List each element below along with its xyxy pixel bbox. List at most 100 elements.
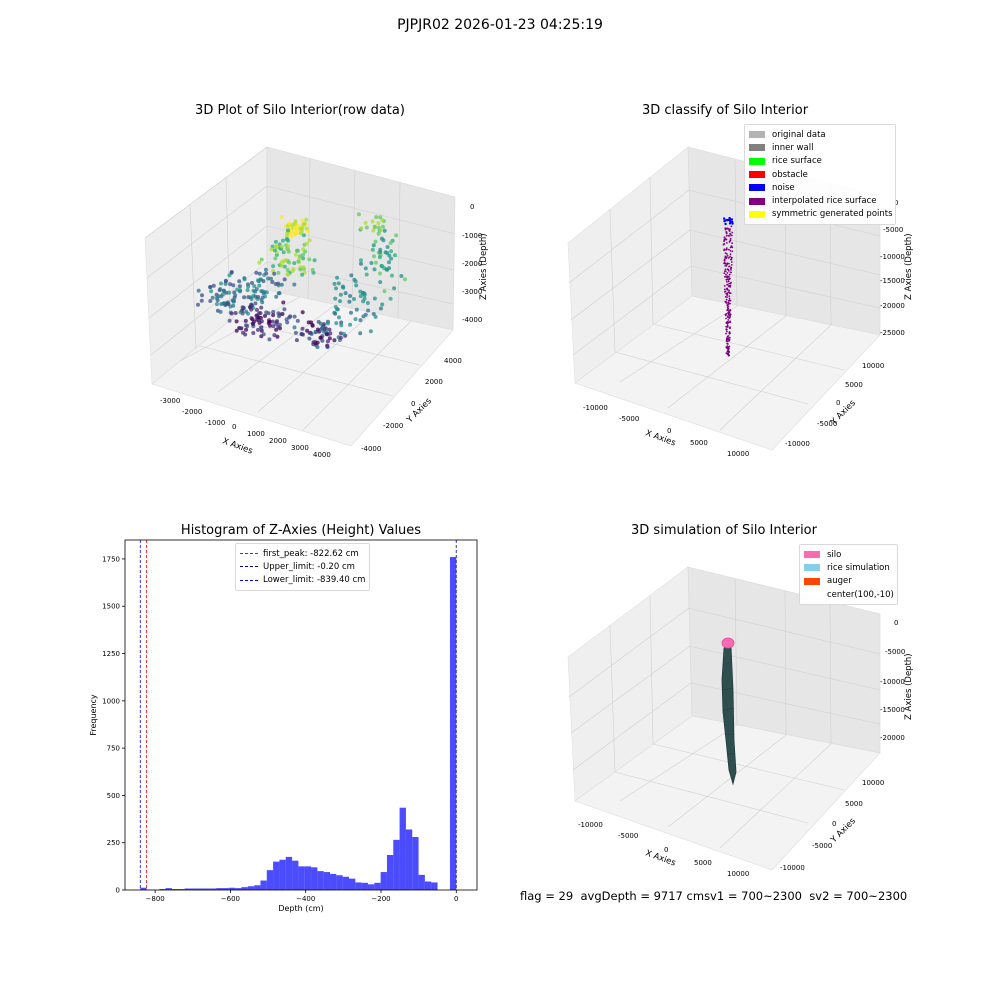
scatter-point [373,314,378,319]
classified-point [728,297,731,300]
classified-point [725,253,728,255]
scatter-point [250,303,254,308]
classified-point [727,326,729,328]
classified-point [726,328,728,331]
scatter-point [393,253,397,258]
scatter-point [269,276,273,281]
classified-point [728,282,730,285]
scatter-point [394,233,399,238]
scatter-point [389,256,394,261]
histogram-bar [349,878,356,890]
plot1-title: 3D Plot of Silo Interior(row data) [195,103,405,118]
scatter-point [232,295,237,300]
scatter-point [209,289,214,294]
classified-point [725,273,727,276]
classified-point [726,322,729,325]
classified-point [726,309,729,312]
legend-label: rice surface [772,156,822,167]
scatter-point [348,322,353,327]
scatter-point [238,310,243,315]
scatter-point [287,221,292,226]
histogram-bar [399,807,406,890]
scatter-point [311,340,316,345]
scatter-point [294,338,299,343]
legend-item: first_peak: -822.62 cm [240,547,364,560]
scatter-point [378,306,383,311]
histogram-bar [228,887,236,890]
legend-swatch [804,564,820,572]
legend-swatch [749,157,765,165]
p4-ztick: -15000 [880,706,905,714]
classified-point [728,273,731,276]
classified-point [726,276,729,278]
histogram-bar [165,888,172,890]
scatter-point [274,294,279,299]
plot2-3d-axes: -10000 -5000 0 5000 10000 -10000 -5000 0… [567,146,914,458]
histogram-bar [140,887,147,890]
p2-xtick: -5000 [619,415,639,423]
scatter-point [237,284,242,289]
scatter-point [307,257,312,262]
avg-depth-text: avgDepth = 9717 cm [580,889,705,903]
scatter-point [378,215,383,220]
scatter-point [361,299,366,304]
scatter-point [263,267,268,272]
scatter-point [333,296,338,301]
scatter-point [358,331,363,336]
histogram-bar [424,881,432,890]
classified-point [725,231,728,233]
scatter-point [275,319,279,324]
p1-ztick: -4000 [462,316,482,324]
scatter-point [261,291,266,296]
p2-ztick: -10000 [880,253,905,261]
p1-ylabel: Y Axies [404,396,434,426]
scatter-point [242,277,247,282]
scatter-point [304,241,309,246]
histogram-bar [203,888,210,890]
scatter-point [271,324,276,329]
classified-point [726,337,728,339]
classified-point [725,317,727,320]
p1-ztick: 0 [470,203,474,211]
scatter-point [296,248,300,253]
p1-xtick: -2000 [182,408,202,416]
scatter-point [254,307,259,312]
footer-stats: flag = 29 avgDepth = 9717 cmsv1 = 700~23… [520,889,907,903]
scatter-point [300,272,305,277]
scatter-point [272,248,277,253]
scatter-point [384,267,389,272]
scatter-point [258,277,263,282]
scatter-point [341,331,346,336]
scatter-point [229,311,234,316]
classified-point [727,278,730,281]
scatter-point [254,270,259,275]
classified-point [726,281,728,283]
classified-point [726,330,728,333]
scatter-point [313,330,318,335]
scatter-point [364,225,369,230]
scatter-point [353,317,358,322]
classified-point [724,262,727,265]
classified-point [724,314,727,317]
scatter-point [364,272,369,277]
scatter-point [286,238,291,243]
classified-point [727,301,730,304]
sv2-text: sv2 = 700~2300 [809,889,908,903]
legend-swatch [749,144,765,152]
p1-zlabel: Z Axies (Depth) [479,233,489,300]
classified-point [727,311,730,313]
scatter-point [285,268,290,272]
y-tick-label: 1500 [102,603,120,611]
scatter-point [256,315,261,320]
histogram-bar [323,872,331,890]
scatter-point [227,273,232,278]
scatter-point [248,295,253,300]
plot1-3d-axes: -3000 -2000 -1000 0 1000 2000 3000 4000 … [144,146,489,459]
p4-ztick: -10000 [880,678,905,686]
classified-point [726,263,728,266]
classified-point [729,232,731,235]
scatter-point [373,239,378,244]
scatter-point [372,254,376,259]
scatter-point [373,225,377,230]
histogram-bar [418,874,425,890]
